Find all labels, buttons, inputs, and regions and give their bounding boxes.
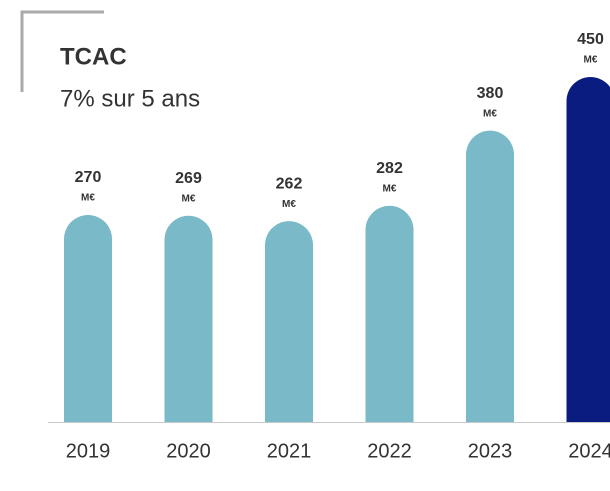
value-label: 269 [175, 170, 202, 187]
x-tick-label: 2022 [367, 440, 412, 462]
x-tick-label: 2023 [468, 440, 513, 462]
x-tick-label: 2020 [166, 440, 211, 462]
bar [365, 205, 414, 422]
value-unit: M€ [584, 55, 598, 66]
bar [466, 130, 514, 422]
x-tick-label: 2021 [267, 440, 312, 462]
corner-bracket [20, 10, 104, 92]
x-tick-label: 2024 [568, 440, 610, 462]
bar [164, 215, 213, 422]
x-tick-label: 2019 [66, 440, 111, 462]
value-label: 380 [477, 85, 504, 102]
bar [566, 77, 610, 422]
value-unit: M€ [182, 193, 196, 204]
value-label: 282 [376, 160, 403, 177]
value-unit: M€ [383, 183, 397, 194]
bar [64, 215, 112, 422]
value-unit: M€ [483, 108, 497, 119]
value-label: 270 [75, 169, 102, 186]
value-unit: M€ [81, 193, 95, 204]
chart-title: TCAC [60, 43, 127, 70]
value-label: 262 [276, 175, 303, 192]
bar [265, 221, 313, 422]
value-label: 450 [577, 31, 604, 48]
value-unit: M€ [282, 199, 296, 210]
chart-subtitle: 7% sur 5 ans [60, 85, 200, 112]
